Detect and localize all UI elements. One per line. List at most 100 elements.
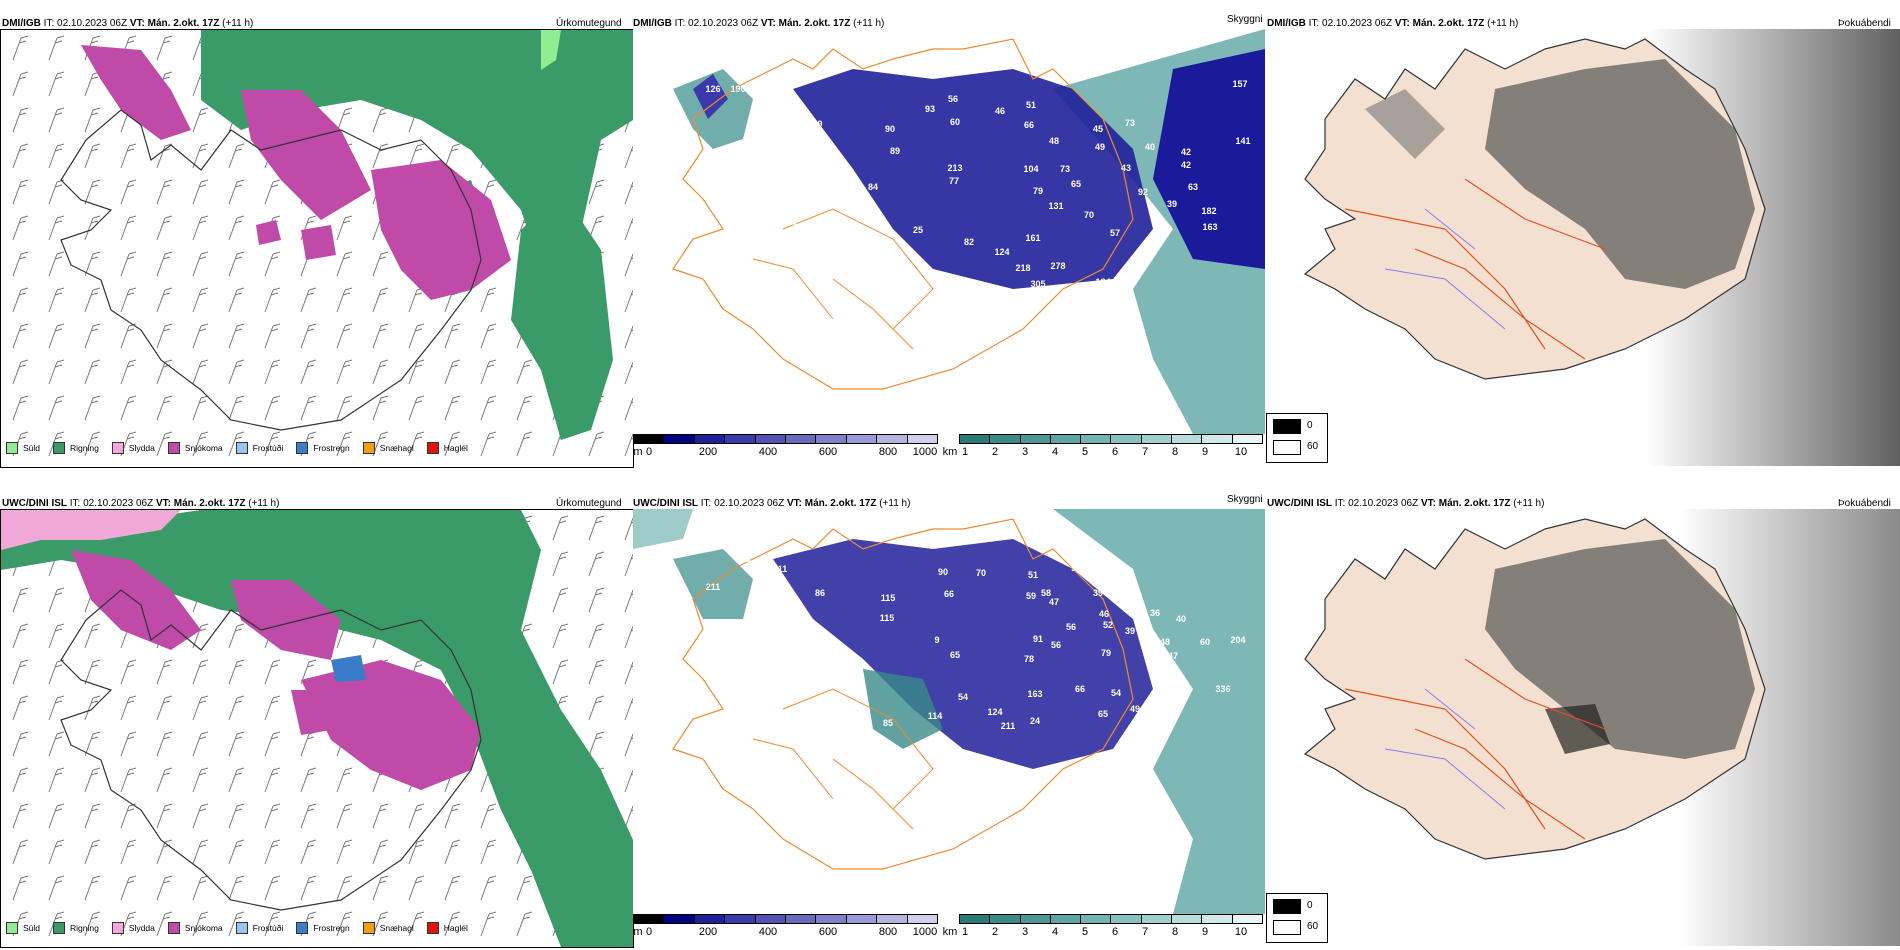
visibility-value: 49: [1145, 705, 1157, 715]
legend-swatch: [426, 922, 439, 934]
visibility-value: 47: [1048, 597, 1060, 607]
visibility-value: 45: [1092, 124, 1104, 134]
colorbar-tick: 3: [1021, 926, 1029, 938]
colorbar-step: [1141, 915, 1173, 923]
panel-title: Skyggni: [1227, 494, 1263, 505]
visibility-value: 63: [1187, 182, 1199, 192]
visibility-value: 60: [1199, 637, 1211, 647]
panel-header: UWC/DINI ISL IT: 02.10.2023 06Z VT: Mán.…: [633, 498, 911, 509]
legend-item: Súld: [6, 922, 40, 934]
visibility-value: 49: [1129, 704, 1141, 714]
fog-legend: 0 60: [1266, 413, 1328, 463]
legend-item: Haglél: [426, 442, 468, 454]
colorbar-step: [634, 435, 665, 443]
visibility-value: 58: [1040, 588, 1052, 598]
colorbar-step: [1232, 915, 1262, 923]
panel-header: DMI/IGB IT: 02.10.2023 06Z VT: Mán. 2.ok…: [1267, 18, 1519, 29]
colorbar-step: [1111, 915, 1142, 923]
panel-header: UWC/DINI ISL IT: 02.10.2023 06Z VT: Mán.…: [2, 498, 280, 509]
panel-title: Skyggni: [1227, 14, 1263, 25]
legend-swatch: [235, 922, 248, 934]
colorbar-step: [725, 435, 756, 443]
colorbar-unit: km: [942, 446, 958, 458]
colorbar-step: [755, 435, 787, 443]
visibility-map-svg: [672, 29, 1265, 434]
visibility-value: 78: [1023, 654, 1035, 664]
visibility-value: 51: [1027, 570, 1039, 580]
precip-type-map[interactable]: [0, 509, 634, 948]
visibility-value: 56: [1065, 622, 1077, 632]
visibility-value: 60: [949, 117, 961, 127]
precip-type-map[interactable]: [0, 29, 634, 468]
visibility-value: 46: [1098, 609, 1110, 619]
colorbar-unit: m: [633, 926, 643, 938]
visibility-value: 89: [889, 146, 901, 156]
panel-header: UWC/DINI ISL IT: 02.10.2023 06Z VT: Mán.…: [1267, 498, 1545, 509]
visibility-value: 79: [1100, 648, 1112, 658]
visibility-value: 53: [1127, 596, 1139, 606]
visibility-value: 39: [1166, 199, 1178, 209]
panel-title: Þokuábendi: [1838, 498, 1891, 509]
visibility-value: 82: [963, 237, 975, 247]
visibility-value: 184: [1095, 277, 1111, 287]
colorbar-step: [877, 435, 908, 443]
legend-item: Slydda: [111, 922, 155, 934]
visibility-value: 43: [1120, 163, 1132, 173]
visibility-value: 49: [1137, 245, 1149, 255]
visibility-map[interactable]: 126 190 309 90 93 56 60 46 51 66 45 73 1…: [633, 29, 1265, 434]
visibility-value: 150: [775, 162, 791, 172]
colorbar-tick: 5: [1081, 446, 1089, 458]
visibility-colorbar-km: km 1 2 3 4 5 6 7 8 9 10: [940, 434, 1265, 464]
visibility-value: 141: [1235, 136, 1251, 146]
visibility-value: 94: [1070, 563, 1082, 573]
fog-legend-label: 60: [1307, 921, 1319, 932]
visibility-value: 124: [994, 247, 1010, 257]
colorbar-unit: km: [942, 926, 958, 938]
colorbar-tick: 1000: [912, 446, 938, 458]
visibility-colorbar-km: km 1 2 3 4 5 6 7 8 9 10: [940, 914, 1265, 944]
legend-swatch: [296, 922, 309, 934]
colorbar-step: [694, 435, 726, 443]
legend-item: Rigning: [53, 442, 99, 454]
colorbar-tick: 10: [1234, 926, 1248, 938]
visibility-map-svg: [633, 509, 1265, 914]
colorbar-tick: 6: [1111, 926, 1119, 938]
colorbar-tick: 4: [1051, 446, 1059, 458]
visibility-value: 39: [1124, 626, 1136, 636]
colorbar-step: [1141, 435, 1173, 443]
fog-index-map[interactable]: [1265, 29, 1900, 466]
colorbar-tick: 7: [1141, 446, 1149, 458]
visibility-value: 77: [948, 176, 960, 186]
visibility-value: 182: [1201, 206, 1217, 216]
visibility-value: 104: [1023, 164, 1039, 174]
fog-index-map[interactable]: [1265, 509, 1900, 946]
colorbar-step: [786, 435, 817, 443]
legend-item: Snjókoma: [167, 442, 223, 454]
visibility-value: 70: [975, 568, 987, 578]
legend-item: Frostúði: [235, 922, 283, 934]
visibility-value: 218: [1015, 263, 1031, 273]
visibility-value: 49: [1094, 142, 1106, 152]
precip-legend: Súld Rigning Slydda Snjókoma Frostúði Fr…: [6, 442, 481, 454]
visibility-value: 163: [1027, 689, 1043, 699]
fog-legend-swatch: [1273, 899, 1301, 914]
visibility-value: 42: [1180, 160, 1192, 170]
visibility-value: 46: [994, 106, 1006, 116]
visibility-value: 65: [1097, 709, 1109, 719]
colorbar-step: [1020, 915, 1051, 923]
visibility-map[interactable]: 173 211 211 86 115 90 70 51 94 58 59 39 …: [633, 509, 1265, 914]
visibility-colorbar-m: m 0 200 400 600 800 1000: [633, 914, 943, 944]
visibility-value: 39: [1092, 588, 1104, 598]
legend-swatch: [111, 922, 124, 934]
legend-item: Rigning: [53, 922, 99, 934]
precip-map-svg: [1, 510, 633, 947]
colorbar-tick: 8: [1171, 926, 1179, 938]
colorbar-step: [960, 915, 991, 923]
visibility-value: 93: [924, 104, 936, 114]
colorbar-tick: 400: [758, 926, 778, 938]
visibility-value: 12: [774, 192, 786, 202]
visibility-colorbar-m: m 0 200 400 600 800 1000: [633, 434, 943, 464]
visibility-value: 115: [880, 593, 896, 603]
fog-legend-swatch: [1273, 440, 1301, 455]
row-1: DMI/IGB IT: 02.10.2023 06Z VT: Mán. 2.ok…: [0, 0, 1900, 470]
